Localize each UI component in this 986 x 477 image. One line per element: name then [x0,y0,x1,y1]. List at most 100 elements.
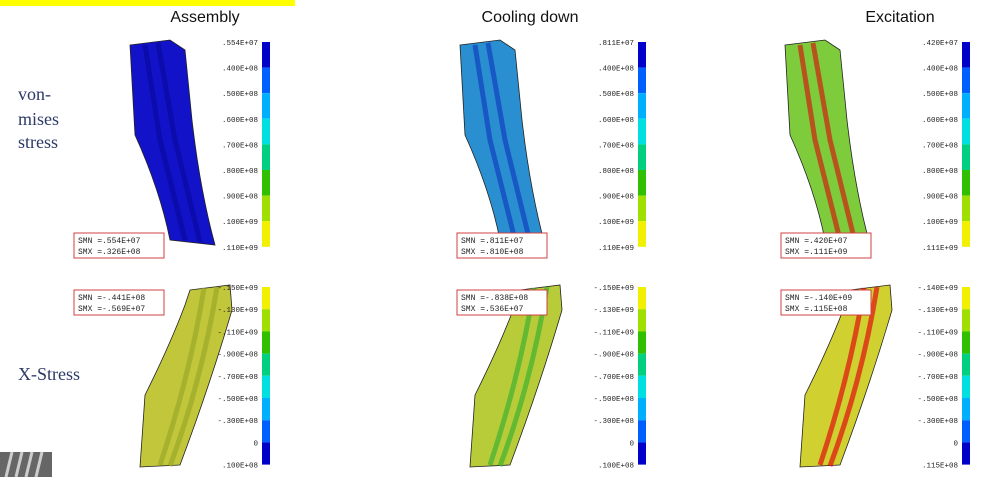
legend-band [638,196,646,222]
legend-label: -.140E+09 [917,285,958,293]
legend-band [962,398,970,420]
legend-label: -.300E+08 [593,418,634,426]
legend-label: -.500E+08 [217,396,258,404]
legend-band [962,287,970,309]
legend-label: .700E+08 [922,142,958,150]
highlight-bar [0,0,295,6]
legend-label: -.900E+08 [217,352,258,360]
legend-label: .400E+08 [922,66,958,74]
smx-label: SMX =.326E+08 [78,248,141,257]
legend-label: -.500E+08 [917,396,958,404]
legend-label: .800E+08 [598,168,634,176]
legend-band [638,309,646,331]
legend-label: .111E+09 [922,245,958,253]
legend-label: -.500E+08 [593,396,634,404]
smx-label: SMX =.111E+09 [785,248,848,257]
smx-label: SMX =.536E+07 [461,305,524,314]
legend-label: .700E+08 [222,142,258,150]
legend-label: 0 [629,440,634,448]
fea-panel: .811E+07.400E+08.500E+08.600E+08.700E+08… [457,40,646,258]
legend-band [262,119,270,145]
legend-band [962,119,970,145]
smx-label: SMX =.810E+08 [461,248,524,257]
fea-panel: -.150E+09-.130E+09-.110E+09-.900E+08-.70… [74,285,270,471]
legend-band [262,42,270,68]
smx-label: SMX =-.569E+07 [78,305,145,314]
legend-band [638,287,646,309]
legend-label: 0 [953,440,958,448]
legend-label: .100E+09 [922,219,958,227]
legend-label: -.110E+09 [917,329,958,337]
legend-label: -.900E+08 [917,352,958,360]
legend-label: -.130E+09 [593,307,634,315]
legend-label: .800E+08 [922,168,958,176]
legend-band [638,398,646,420]
legend-label: .500E+08 [922,91,958,99]
legend-band [262,442,270,464]
legend-band [962,196,970,222]
legend-band [962,144,970,170]
fea-panel: -.150E+09-.130E+09-.110E+09-.900E+08-.70… [457,285,646,471]
legend-band [962,354,970,376]
legend-band [638,42,646,68]
legend-label: .554E+07 [222,40,258,48]
legend-band [638,420,646,442]
corner-image [0,452,52,477]
row-label: von- [18,84,51,104]
legend-label: -.150E+09 [217,285,258,293]
smn-label: SMN =-.441E+08 [78,294,145,303]
legend-band [262,93,270,119]
legend-band [262,287,270,309]
row-label: stress [18,132,58,152]
fea-panel: -.140E+09-.130E+09-.110E+09-.900E+08-.70… [781,285,970,471]
smn-label: SMN =.554E+07 [78,237,141,246]
legend-label: .600E+08 [598,117,634,125]
legend-label: .400E+08 [222,66,258,74]
legend-band [638,442,646,464]
legend-label: .110E+09 [598,245,634,253]
legend-band [638,144,646,170]
legend-band [638,68,646,94]
smx-label: SMX =.115E+08 [785,305,848,314]
legend-label: .900E+08 [922,194,958,202]
legend-band [962,68,970,94]
legend-band [962,376,970,398]
legend-label: -.300E+08 [917,418,958,426]
legend-band [262,309,270,331]
legend-label: .500E+08 [598,91,634,99]
legend-label: .811E+07 [598,40,634,48]
smn-label: SMN =.420E+07 [785,237,848,246]
legend-band [262,354,270,376]
legend-label: -.110E+09 [593,329,634,337]
legend-label: .900E+08 [222,194,258,202]
legend-band [262,144,270,170]
legend-label: -.300E+08 [217,418,258,426]
legend-label: .110E+09 [222,245,258,253]
legend-band [962,221,970,247]
model-shape [785,40,870,245]
row-label: X-Stress [18,364,80,384]
row-label: mises [18,109,59,129]
smn-label: SMN =-.140E+09 [785,294,852,303]
column-title: Assembly [170,9,239,26]
legend-band [262,196,270,222]
legend-band [638,376,646,398]
legend-band [262,420,270,442]
legend-band [262,170,270,196]
model-shape [460,40,545,245]
legend-label: -.900E+08 [593,352,634,360]
fea-panel: .420E+07.400E+08.500E+08.600E+08.700E+08… [781,40,970,258]
legend-label: .800E+08 [222,168,258,176]
legend-band [962,42,970,68]
model-shape [130,40,215,245]
legend-label: 0 [253,440,258,448]
legend-band [262,68,270,94]
legend-band [962,170,970,196]
legend-band [638,93,646,119]
legend-band [638,331,646,353]
legend-band [262,376,270,398]
column-title: Excitation [865,9,934,26]
legend-band [262,221,270,247]
legend-band [962,93,970,119]
legend-label: -.110E+09 [217,329,258,337]
